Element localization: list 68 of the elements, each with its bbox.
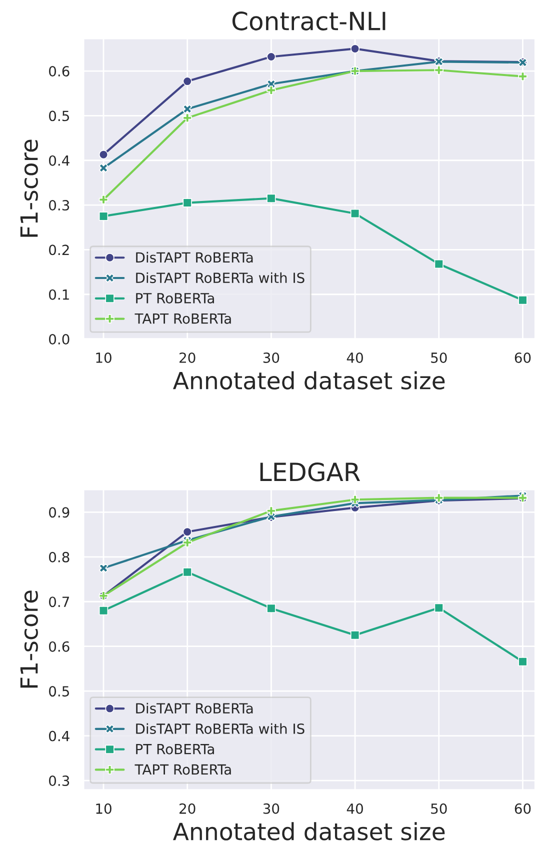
point [266, 194, 276, 203]
y-tick-label: 0.1 [49, 289, 69, 300]
point [98, 212, 108, 221]
legend-label: DisTAPT RoBERTa [136, 252, 253, 263]
legend-label: DisTAPT RoBERTa with IS [136, 723, 304, 734]
point [350, 630, 360, 640]
x-tick-label: 20 [180, 803, 196, 814]
chart-title: LEDGAR [260, 462, 360, 482]
y-axis-title: F1-score [20, 140, 38, 237]
point [182, 113, 192, 123]
y-tick-label: 0.4 [49, 155, 70, 166]
y-tick-label: 0.3 [49, 200, 70, 211]
point [350, 44, 360, 54]
y-tick-label: 0.5 [49, 686, 69, 697]
point [266, 52, 276, 62]
point [98, 163, 108, 173]
point [182, 76, 192, 86]
y-tick-label: 0.6 [49, 641, 70, 652]
point [182, 104, 192, 114]
y-tick-label: 0.5 [49, 110, 69, 122]
legend-label: TAPT RoBERTa [134, 314, 231, 324]
x-tick-label: 30 [263, 352, 280, 363]
point [98, 150, 108, 160]
y-tick-label: 0.6 [49, 66, 70, 77]
legend-label: PT RoBERTa [136, 293, 214, 304]
x-tick-label: 60 [514, 803, 531, 814]
x-tick-label: 10 [96, 803, 112, 814]
point [266, 86, 276, 95]
point [518, 656, 528, 666]
legend-label: DisTAPT RoBERTa with IS [136, 272, 304, 284]
y-tick-label: 0.7 [49, 596, 70, 608]
x-tick-label: 40 [346, 803, 363, 814]
y-axis-title: F1-score [20, 590, 38, 688]
point [182, 198, 192, 208]
point [266, 604, 276, 613]
point [266, 506, 276, 516]
x-tick-label: 30 [263, 803, 280, 814]
x-axis-title: Annotated dataset size [172, 822, 445, 840]
legend-label: TAPT RoBERTa [134, 764, 231, 775]
point [182, 527, 192, 536]
point [434, 493, 444, 502]
point [518, 72, 528, 81]
point [182, 568, 192, 577]
x-axis-title: Annotated dataset size [172, 371, 445, 390]
point [434, 66, 444, 75]
x-tick-label: 60 [514, 352, 531, 363]
legend-label: PT RoBERTa [136, 744, 214, 754]
point [98, 563, 108, 573]
y-tick-label: 0.0 [49, 334, 70, 345]
x-tick-label: 50 [431, 803, 447, 814]
point [434, 259, 444, 269]
y-tick-label: 0.4 [49, 730, 70, 742]
point [350, 495, 360, 504]
x-tick-label: 40 [346, 352, 363, 363]
point [518, 296, 528, 305]
point [434, 603, 444, 612]
y-tick-label: 0.3 [49, 776, 70, 786]
point [98, 195, 108, 204]
y-tick-label: 0.9 [49, 507, 70, 518]
y-tick-label: 0.8 [49, 552, 70, 562]
chart-title: Contract-NLI [232, 12, 386, 30]
point [98, 606, 108, 616]
point [350, 208, 360, 218]
x-tick-label: 10 [96, 352, 112, 363]
legend-label: DisTAPT RoBERTa [136, 702, 253, 714]
x-tick-label: 20 [180, 352, 196, 363]
y-tick-label: 0.2 [49, 244, 69, 256]
x-tick-label: 50 [431, 352, 447, 363]
